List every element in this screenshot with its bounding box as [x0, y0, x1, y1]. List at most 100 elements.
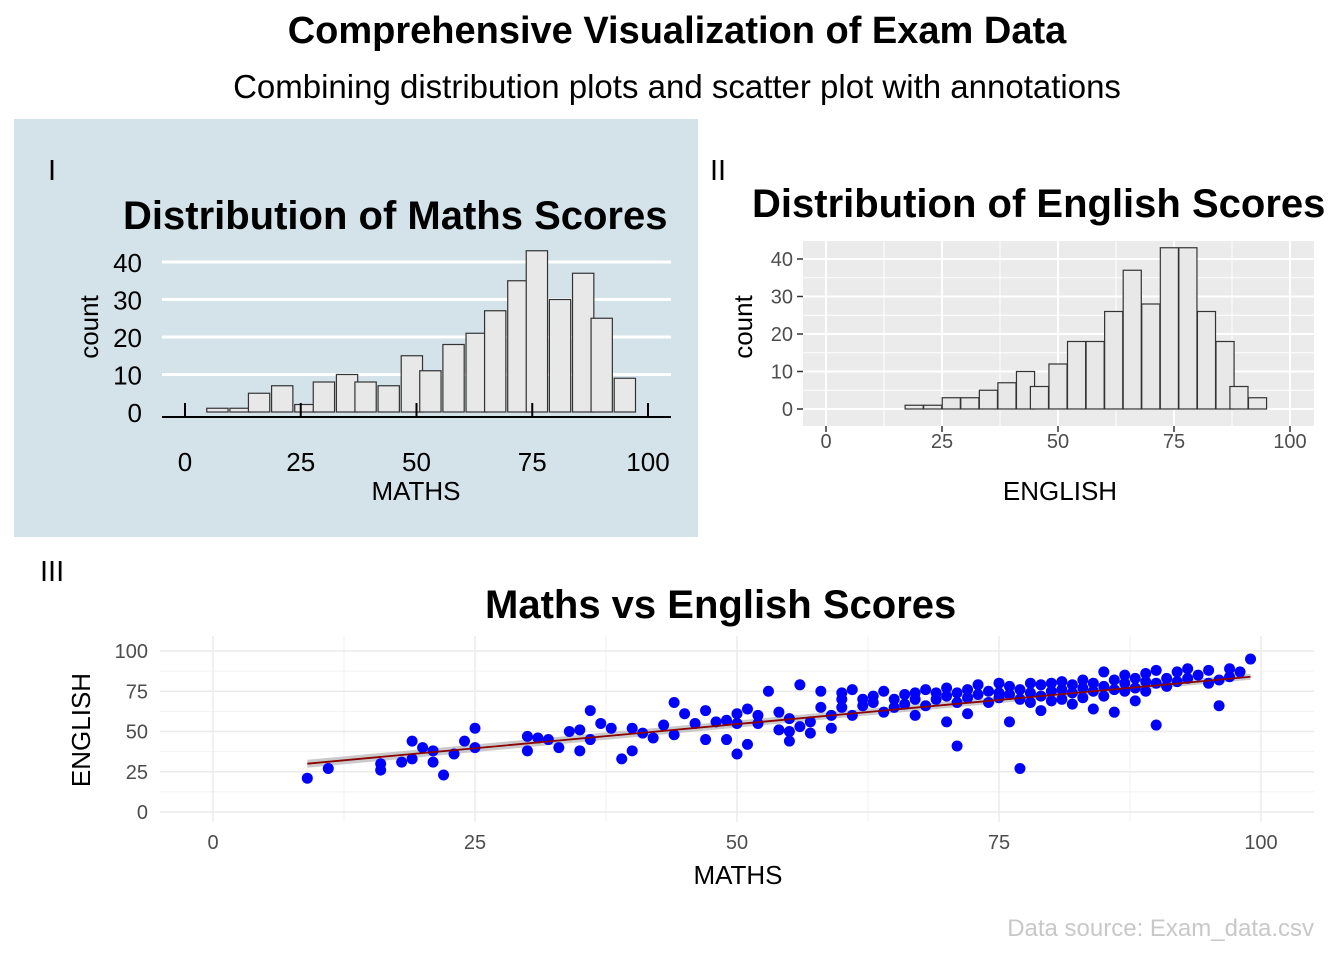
scatter-point — [1045, 695, 1057, 707]
scatter-point — [1024, 687, 1036, 699]
maths-y-axis-label: count — [74, 294, 104, 358]
scatter-point — [741, 738, 753, 750]
scatter-point — [951, 687, 963, 699]
scatter-point — [773, 706, 785, 718]
english-bar — [1122, 269, 1142, 410]
scatter-point — [574, 724, 586, 736]
scatter-point — [1150, 677, 1162, 689]
scatter-point — [825, 722, 837, 734]
scatter-point — [972, 688, 984, 700]
scatter-point — [1003, 716, 1015, 728]
scatter-point — [553, 742, 565, 754]
scatter-point — [679, 708, 691, 720]
panel-tag-3: III — [40, 556, 65, 588]
scatter-y-tick-label: 100 — [115, 641, 148, 663]
scatter-point — [1003, 680, 1015, 692]
scatter-point — [322, 763, 334, 775]
scatter-point — [941, 690, 953, 702]
panel-tag-2: II — [710, 155, 727, 187]
scatter-point — [773, 724, 785, 736]
scatter-y-tick-label: 75 — [126, 681, 148, 703]
scatter-point — [1203, 677, 1215, 689]
scatter-point — [836, 687, 848, 699]
english-y-tick-label: 20 — [771, 324, 793, 346]
scatter-point — [941, 716, 953, 728]
scatter-point — [962, 684, 974, 696]
scatter-point — [815, 701, 827, 713]
scatter-point — [846, 684, 858, 696]
scatter-point — [1014, 693, 1026, 705]
scatter-point — [815, 685, 827, 697]
english-x-tick-label: 100 — [1273, 431, 1306, 453]
english-y-tick-label: 0 — [782, 399, 793, 421]
english-x-tick-label: 50 — [1047, 431, 1069, 453]
english-bar — [904, 404, 924, 410]
scatter-point — [741, 703, 753, 715]
english-bar — [1029, 385, 1050, 410]
scatter-point — [438, 769, 450, 781]
scatter-point — [731, 708, 743, 720]
scatter-x-axis-label: MATHS — [693, 860, 782, 890]
scatter-point — [920, 700, 932, 712]
scatter-point — [721, 734, 733, 746]
scatter-point — [406, 735, 418, 747]
scatter-point — [1014, 684, 1026, 696]
scatter-point — [752, 717, 764, 729]
scatter-point — [626, 722, 638, 734]
scatter-point — [899, 698, 911, 710]
scatter-point — [846, 709, 858, 721]
scatter-point — [804, 716, 816, 728]
scatter-point — [1024, 697, 1036, 709]
scatter-point — [1003, 688, 1015, 700]
scatter-point — [1234, 666, 1246, 678]
scatter-x-tick-label: 100 — [1244, 832, 1277, 854]
maths-x-tick-label: 25 — [286, 447, 315, 477]
scatter-point — [1140, 685, 1152, 697]
maths-bar — [247, 392, 271, 413]
scatter-point — [1066, 698, 1078, 710]
scatter-point — [1129, 695, 1141, 707]
maths-histogram-title: Distribution of Maths Scores — [123, 194, 668, 238]
scatter-point — [836, 701, 848, 713]
maths-bar — [483, 310, 507, 413]
maths-bar — [613, 377, 637, 413]
english-x-tick-label: 75 — [1163, 431, 1185, 453]
scatter-point — [920, 684, 932, 696]
english-bar — [1247, 397, 1268, 410]
scatter-point — [1087, 677, 1099, 689]
english-histogram-title: Distribution of English Scores — [752, 182, 1326, 226]
scatter-point — [878, 706, 890, 718]
scatter-point — [605, 722, 617, 734]
scatter-point — [962, 708, 974, 720]
english-bar — [941, 397, 961, 410]
scatter-point — [804, 727, 816, 739]
scatter-point — [1108, 674, 1120, 686]
scatter-point — [1182, 663, 1194, 675]
scatter-x-tick-label: 75 — [988, 832, 1010, 854]
scatter-point — [794, 679, 806, 691]
scatter-point — [532, 732, 544, 744]
scatter-point — [595, 717, 607, 729]
data-source-caption: Data source: Exam_data.csv — [1007, 915, 1314, 942]
main-subtitle: Combining distribution plots and scatter… — [233, 68, 1121, 105]
scatter-point — [396, 756, 408, 768]
scatter-point — [406, 753, 418, 765]
scatter-point — [752, 709, 764, 721]
scatter-point — [427, 745, 439, 757]
scatter-y-axis-label: ENGLISH — [66, 673, 96, 787]
english-bar — [997, 382, 1017, 410]
english-bar — [923, 404, 943, 410]
maths-bar — [270, 385, 294, 413]
english-x-axis-label: ENGLISH — [1003, 476, 1117, 506]
scatter-point — [993, 692, 1005, 704]
maths-bar — [442, 343, 465, 413]
maths-bar — [419, 370, 442, 413]
scatter-x-tick-label: 25 — [464, 832, 486, 854]
scatter-point — [721, 714, 733, 726]
scatter-point — [1140, 676, 1152, 688]
scatter-point — [710, 716, 722, 728]
english-bar — [1196, 310, 1217, 410]
scatter-point — [459, 735, 471, 747]
scatter-point — [993, 677, 1005, 689]
english-y-tick-label: 30 — [771, 287, 793, 309]
